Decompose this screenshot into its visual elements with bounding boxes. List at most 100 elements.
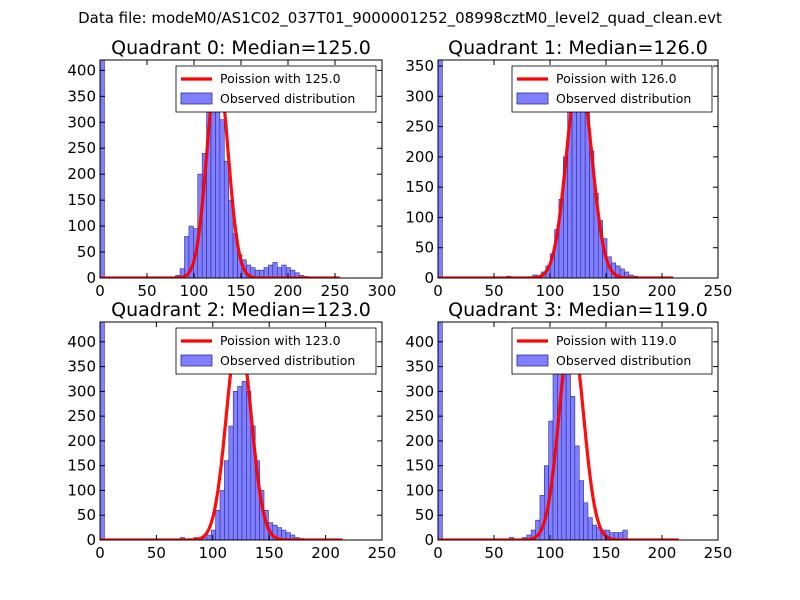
histogram-bar — [578, 480, 584, 540]
legend-fit-label: Poission with 123.0 — [220, 333, 341, 348]
legend-observed-swatch — [180, 92, 213, 105]
x-tick-label: 0 — [433, 544, 443, 562]
y-tick-label: 250 — [67, 407, 96, 425]
x-tick-label: 0 — [95, 282, 105, 300]
subplot-quadrant-0: 0 50 100 150 200 250 300 0 50 100 150 200 250 300 350 4… — [67, 37, 396, 300]
x-tick-label: 150 — [255, 544, 284, 562]
y-tick-label: 300 — [67, 113, 96, 131]
y-tick-label: 100 — [67, 217, 96, 235]
legend-observed-label: Observed distribution — [556, 91, 691, 106]
histogram-bar — [100, 60, 105, 278]
histogram-bar — [224, 460, 230, 540]
figure-suptitle: Data file: modeM0/AS1C02_037T01_90000012… — [78, 9, 722, 28]
y-tick-label: 100 — [405, 208, 434, 226]
x-tick-label: 150 — [227, 282, 256, 300]
histogram-bar — [438, 60, 443, 278]
x-tick-label: 250 — [368, 544, 397, 562]
histogram-bar — [223, 160, 229, 278]
poisson-fit-line — [438, 330, 679, 540]
legend-observed-swatch — [516, 92, 549, 105]
y-tick-label: 150 — [405, 457, 434, 475]
x-tick-label: 200 — [311, 544, 340, 562]
x-tick-label: 0 — [95, 544, 105, 562]
legend-observed-label: Observed distribution — [220, 91, 355, 106]
poisson-fit-line — [100, 330, 343, 540]
subplot-title: Quadrant 0: Median=125.0 — [111, 37, 371, 59]
x-tick-label: 250 — [704, 282, 733, 300]
legend-observed-swatch — [516, 354, 549, 367]
x-tick-label: 100 — [536, 544, 565, 562]
legend-observed-swatch — [180, 354, 213, 367]
legend-observed-label: Observed distribution — [556, 353, 691, 368]
y-tick-label: 0 — [86, 269, 96, 287]
subplot-title: Quadrant 1: Median=126.0 — [448, 37, 708, 59]
subplot-title: Quadrant 3: Median=119.0 — [448, 299, 708, 321]
y-tick-label: 400 — [67, 61, 96, 79]
legend: Poission with 125.0 Observed distribution — [175, 65, 377, 113]
y-tick-label: 100 — [405, 481, 434, 499]
histogram-bar — [237, 386, 243, 540]
y-tick-label: 250 — [67, 139, 96, 157]
y-tick-label: 0 — [424, 531, 434, 549]
y-tick-label: 250 — [405, 118, 434, 136]
histogram-bar — [210, 529, 216, 540]
histogram-bar — [215, 83, 221, 278]
x-tick-label: 50 — [484, 282, 503, 300]
y-tick-label: 50 — [415, 506, 434, 524]
histogram-bar — [438, 322, 443, 540]
histogram-bar — [268, 264, 274, 278]
y-tick-label: 200 — [405, 432, 434, 450]
y-tick-label: 350 — [405, 57, 434, 75]
x-tick-label: 100 — [198, 544, 227, 562]
histogram-bar — [206, 534, 212, 540]
y-tick-label: 0 — [424, 269, 434, 287]
histogram-bar — [583, 502, 589, 540]
histogram-bar — [565, 366, 571, 540]
axes-frame — [437, 321, 719, 541]
subplot-quadrant-3: 0 50 100 150 200 250 0 50 100 150 200 250 300 350 400 Q… — [405, 299, 732, 562]
y-tick-label: 50 — [77, 506, 96, 524]
x-tick-label: 100 — [180, 282, 209, 300]
poisson-fit-line — [438, 70, 674, 278]
histogram-bar — [570, 396, 576, 540]
legend-fit-label: Poission with 119.0 — [556, 333, 677, 348]
axes-frame — [99, 321, 383, 541]
legend: Poission with 119.0 Observed distribution — [511, 327, 713, 375]
histogram-bar — [574, 445, 580, 540]
legend: Poission with 126.0 Observed distribution — [511, 65, 713, 113]
y-tick-label: 150 — [67, 457, 96, 475]
histogram-bar — [219, 119, 225, 278]
x-tick-label: 50 — [484, 544, 503, 562]
x-tick-label: 300 — [368, 282, 397, 300]
subplot-quadrant-2: 0 50 100 150 200 250 0 50 100 150 200 250 300 350 400 Q… — [67, 299, 396, 562]
legend-observed-label: Observed distribution — [220, 353, 355, 368]
histogram-bar — [232, 391, 238, 540]
y-tick-label: 300 — [405, 87, 434, 105]
x-tick-label: 50 — [137, 282, 156, 300]
y-tick-label: 250 — [405, 407, 434, 425]
histogram-bar — [587, 517, 593, 540]
y-tick-label: 200 — [67, 165, 96, 183]
y-tick-label: 50 — [415, 239, 434, 257]
y-tick-label: 300 — [67, 382, 96, 400]
y-tick-label: 200 — [405, 148, 434, 166]
subplot-quadrant-1: 0 50 100 150 200 250 0 50 100 150 200 250 300 350 Quad… — [405, 37, 732, 300]
subplot-title: Quadrant 2: Median=123.0 — [111, 299, 371, 321]
y-tick-label: 50 — [77, 243, 96, 261]
y-tick-label: 400 — [67, 333, 96, 351]
histogram-bar — [592, 524, 598, 540]
histogram-bar — [219, 490, 225, 540]
y-tick-label: 300 — [405, 382, 434, 400]
y-tick-label: 350 — [67, 358, 96, 376]
y-tick-label: 100 — [67, 481, 96, 499]
histogram-bar — [576, 86, 582, 278]
x-tick-label: 200 — [648, 282, 677, 300]
legend-fit-label: Poission with 125.0 — [220, 71, 341, 86]
histogram-bar — [272, 262, 278, 278]
x-tick-label: 0 — [433, 282, 443, 300]
y-tick-label: 0 — [86, 531, 96, 549]
histogram-bar — [215, 509, 221, 540]
x-tick-label: 150 — [592, 282, 621, 300]
axes-frame — [437, 59, 719, 279]
